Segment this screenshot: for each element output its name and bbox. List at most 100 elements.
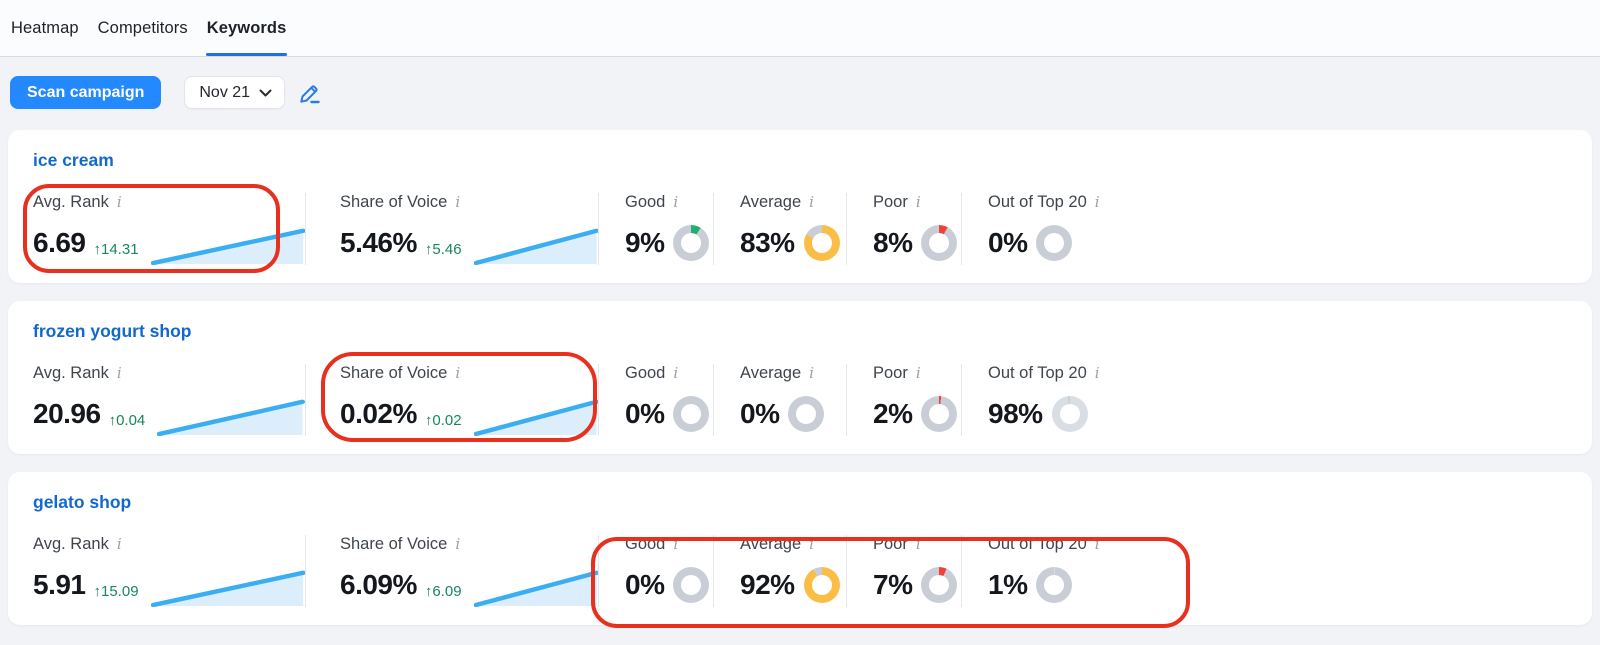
trend-sparkline (157, 399, 305, 436)
info-icon[interactable]: i (116, 193, 122, 211)
metric-label: Good (625, 364, 666, 382)
metric-value: 98% (988, 398, 1043, 429)
metric-value: 6.69 (33, 227, 86, 258)
metric-label: Share of Voice (340, 535, 448, 553)
info-icon[interactable]: i (455, 364, 461, 382)
divider (846, 364, 847, 436)
metric-value: 5.91 (33, 569, 86, 600)
metric-label: Out of Top 20 (988, 193, 1087, 211)
date-dropdown[interactable]: Nov 21 (184, 76, 286, 109)
metric-share-of-voice: Share of Voice i 0.02% ↑0.02 (340, 364, 598, 436)
info-icon[interactable]: i (1094, 193, 1100, 211)
metric-out-of-top20: Out of Top 20 i 1% (988, 535, 1164, 607)
metric-value: 0% (625, 398, 665, 429)
metric-change: ↑0.04 (108, 412, 146, 429)
scan-campaign-button[interactable]: Scan campaign (10, 76, 162, 109)
metric-value: 1% (988, 569, 1028, 600)
metric-share-of-voice: Share of Voice i 6.09% ↑6.09 (340, 535, 598, 607)
metric-value: 0% (988, 227, 1028, 258)
trend-sparkline (150, 228, 305, 265)
info-icon[interactable]: i (809, 535, 814, 553)
metrics-row: Avg. Rank i 6.69 ↑14.31 Share of Voice i… (33, 193, 1568, 265)
toolbar: Scan campaign Nov 21 (10, 76, 1600, 109)
metric-average: Average i 92% (740, 535, 846, 607)
info-icon[interactable]: i (116, 535, 122, 553)
metric-good: Good i 9% (625, 193, 713, 265)
donut-chart-average (803, 225, 840, 261)
metric-good: Good i 0% (625, 535, 713, 607)
metric-change: ↑5.46 (424, 241, 462, 258)
divider (713, 193, 714, 265)
divider (598, 535, 599, 607)
metric-value: 2% (873, 398, 913, 429)
info-icon[interactable]: i (455, 535, 461, 553)
metric-good: Good i 0% (625, 364, 713, 436)
metric-value: 92% (740, 569, 795, 600)
info-icon[interactable]: i (915, 364, 921, 382)
divider (305, 193, 306, 265)
info-icon[interactable]: i (673, 535, 679, 553)
donut-chart-poor (921, 396, 958, 432)
info-icon[interactable]: i (809, 193, 814, 211)
metric-change: ↑0.02 (424, 412, 462, 429)
info-icon[interactable]: i (116, 364, 122, 382)
trend-sparkline (473, 228, 598, 265)
keyword-card-frozen-yogurt-shop: frozen yogurt shop Avg. Rank i 20.96 ↑0.… (8, 301, 1592, 454)
trend-sparkline (150, 570, 305, 607)
metric-value: 6.09% (340, 569, 417, 600)
keyword-card-gelato-shop: gelato shop Avg. Rank i 5.91 ↑15.09 Shar… (8, 472, 1592, 625)
metric-change: ↑15.09 (93, 583, 139, 600)
info-icon[interactable]: i (809, 364, 814, 382)
donut-chart-good (673, 567, 710, 603)
info-icon[interactable]: i (915, 535, 921, 553)
metric-value: 7% (873, 569, 913, 600)
metric-label: Average (740, 364, 802, 382)
info-icon[interactable]: i (1094, 364, 1100, 382)
keyword-title-link[interactable]: gelato shop (33, 492, 132, 512)
info-icon[interactable]: i (673, 364, 679, 382)
metric-value: 8% (873, 227, 913, 258)
metric-label: Share of Voice (340, 193, 448, 211)
divider (598, 364, 599, 436)
divider (713, 364, 714, 436)
metric-change: ↑14.31 (93, 241, 139, 258)
keyword-title-link[interactable]: frozen yogurt shop (33, 321, 192, 341)
tab-heatmap[interactable]: Heatmap (11, 18, 79, 37)
metric-value: 0% (625, 569, 665, 600)
tab-keywords[interactable]: Keywords (205, 0, 288, 56)
metric-share-of-voice: Share of Voice i 5.46% ↑5.46 (340, 193, 598, 265)
metric-label: Average (740, 193, 802, 211)
trend-sparkline (473, 399, 598, 436)
metrics-row: Avg. Rank i 20.96 ↑0.04 Share of Voice i… (33, 364, 1568, 436)
divider (305, 364, 306, 436)
metric-average: Average i 0% (740, 364, 846, 436)
tab-competitors[interactable]: Competitors (97, 18, 188, 37)
metric-label: Good (625, 535, 666, 553)
metric-poor: Poor i 7% (873, 535, 961, 607)
metric-value: 20.96 (33, 398, 101, 429)
divider (598, 193, 599, 265)
donut-chart-poor (921, 567, 958, 603)
info-icon[interactable]: i (915, 193, 921, 211)
info-icon[interactable]: i (455, 193, 461, 211)
metric-label: Out of Top 20 (988, 364, 1087, 382)
metric-value: 5.46% (340, 227, 417, 258)
edit-date-button[interactable] (298, 81, 322, 105)
donut-chart-out-of-top20 (1036, 567, 1073, 603)
donut-chart-average (788, 396, 825, 432)
info-icon[interactable]: i (673, 193, 679, 211)
metric-label: Avg. Rank (33, 535, 109, 553)
divider (846, 535, 847, 607)
metric-out-of-top20: Out of Top 20 i 98% (988, 364, 1164, 436)
metrics-row: Avg. Rank i 5.91 ↑15.09 Share of Voice i… (33, 535, 1568, 607)
chevron-down-icon (259, 89, 272, 96)
date-dropdown-value: Nov 21 (199, 83, 251, 101)
metric-value: 0% (740, 398, 780, 429)
metric-out-of-top20: Out of Top 20 i 0% (988, 193, 1164, 265)
metric-label: Share of Voice (340, 364, 448, 382)
info-icon[interactable]: i (1094, 535, 1100, 553)
metric-label: Average (740, 535, 802, 553)
trend-sparkline (473, 570, 598, 607)
keyword-title-link[interactable]: ice cream (33, 150, 114, 170)
keyword-card-ice-cream: ice cream Avg. Rank i 6.69 ↑14.31 Share … (8, 130, 1592, 283)
